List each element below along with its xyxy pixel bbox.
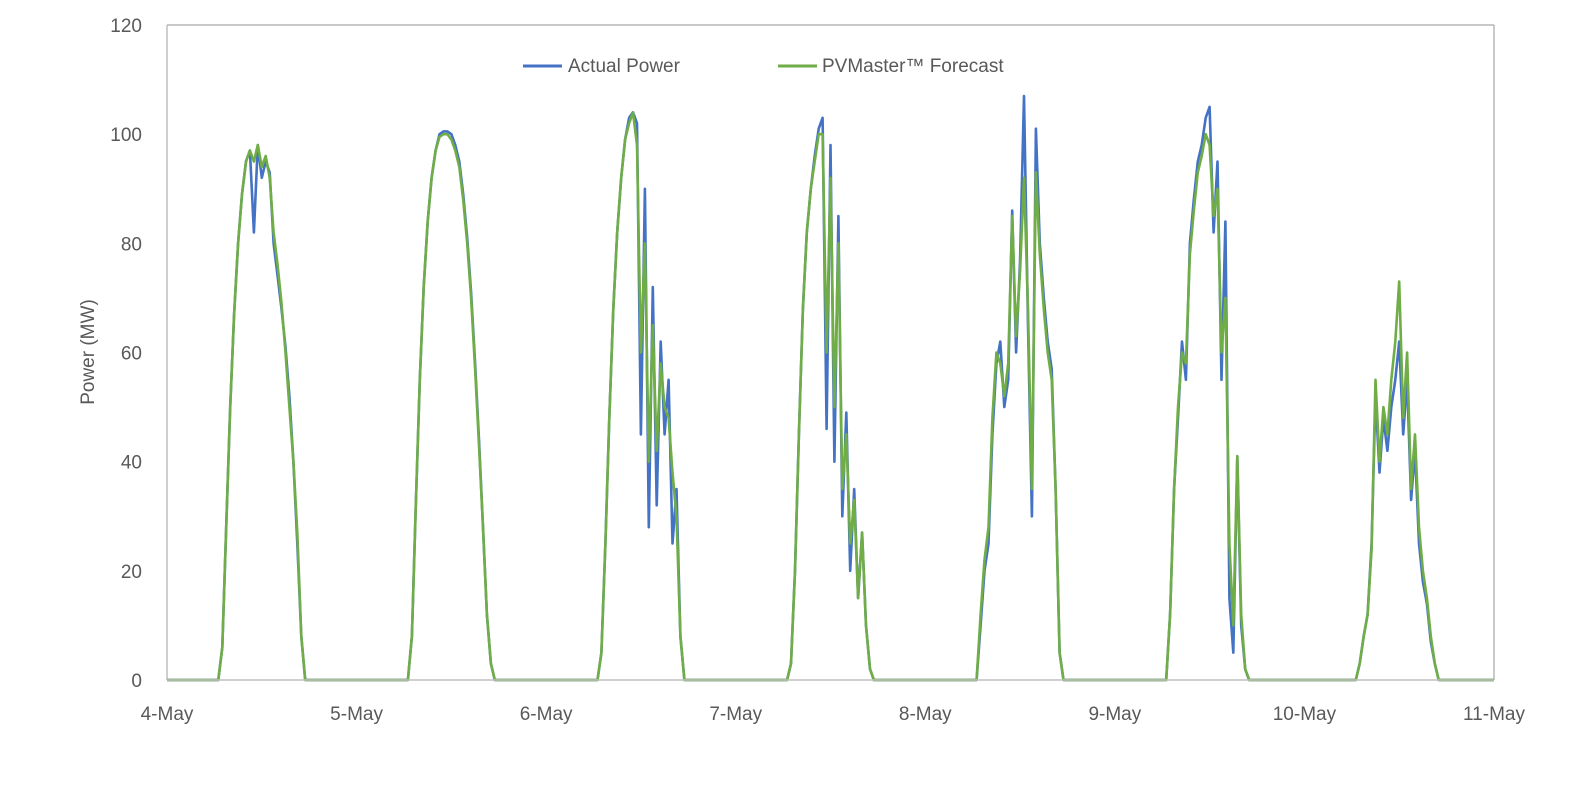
y-tick-label: 40 [121, 453, 142, 474]
y-tick-labels: 0 20 40 60 80 100 120 [110, 16, 142, 692]
series-lines [167, 94, 1494, 682]
x-tick-label: 4-May [141, 704, 194, 725]
y-tick-label: 0 [131, 671, 142, 692]
x-tick-label: 5-May [330, 704, 383, 725]
x-tick-label: 11-May [1463, 704, 1525, 725]
axes [166, 24, 1495, 680]
x-tick-label: 9-May [1088, 704, 1141, 725]
y-tick-label: 100 [110, 125, 142, 146]
x-tick-label: 10-May [1273, 704, 1337, 725]
x-tick-labels: 4-May 5-May 6-May 7-May 8-May 9-May 10-May 11-M… [141, 704, 1526, 725]
y-tick-label: 80 [121, 234, 142, 255]
y-tick-label: 120 [110, 16, 142, 37]
x-tick-label: 6-May [520, 704, 573, 725]
x-tick-label: 8-May [899, 704, 952, 725]
series-line-forecast [167, 111, 1494, 682]
legend-label-actual: Actual Power [568, 56, 681, 77]
legend-label-forecast: PVMaster™ Forecast [822, 56, 1004, 77]
y-axis-title: Power (MW) [78, 299, 99, 405]
legend: Actual Power PVMaster™ Forecast [523, 56, 1004, 77]
y-tick-label: 60 [121, 344, 142, 365]
y-tick-label: 20 [121, 562, 142, 583]
x-tick-label: 7-May [709, 704, 762, 725]
